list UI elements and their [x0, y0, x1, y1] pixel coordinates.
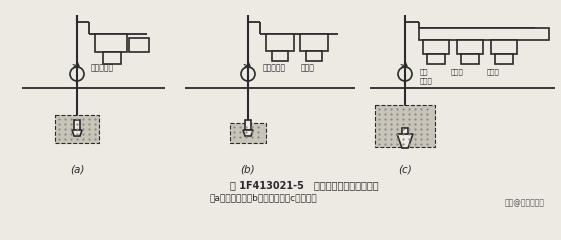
Bar	[95, 34, 127, 52]
Text: (c): (c)	[398, 164, 412, 174]
Polygon shape	[243, 130, 253, 136]
Bar	[419, 28, 549, 40]
Text: 泥浆泵: 泥浆泵	[487, 68, 500, 75]
Polygon shape	[397, 134, 413, 148]
Bar	[74, 120, 80, 130]
Bar	[423, 40, 449, 54]
Text: 空压机: 空压机	[301, 63, 315, 72]
Bar	[300, 34, 328, 51]
Bar	[427, 54, 445, 64]
Bar	[129, 38, 149, 52]
Text: 高压泥浆泵: 高压泥浆泵	[263, 63, 286, 72]
Text: 图 1F413021-5   高压喷射灌浆法施工方法: 图 1F413021-5 高压喷射灌浆法施工方法	[230, 180, 379, 190]
Bar	[272, 51, 288, 61]
Bar	[375, 105, 435, 147]
Bar	[457, 40, 483, 54]
Text: 头条@工程小达人: 头条@工程小达人	[505, 198, 545, 207]
Text: （a）单管法；（b）二管法；（c）三管法: （a）单管法；（b）二管法；（c）三管法	[210, 193, 318, 202]
Bar	[266, 34, 294, 51]
Bar	[461, 54, 479, 64]
Bar	[245, 120, 251, 130]
Text: (a): (a)	[70, 164, 84, 174]
Polygon shape	[72, 130, 82, 136]
Bar	[103, 52, 121, 64]
Text: 清水泵: 清水泵	[420, 77, 433, 84]
Bar	[230, 123, 266, 143]
Bar	[491, 40, 517, 54]
Text: 空压机: 空压机	[451, 68, 464, 75]
Text: 高压: 高压	[420, 68, 429, 75]
Bar	[55, 115, 99, 143]
Bar	[495, 54, 513, 64]
Text: (b): (b)	[241, 164, 255, 174]
Text: 高压泥浆泵: 高压泥浆泵	[91, 63, 114, 72]
Bar	[402, 128, 408, 134]
Bar	[306, 51, 322, 61]
